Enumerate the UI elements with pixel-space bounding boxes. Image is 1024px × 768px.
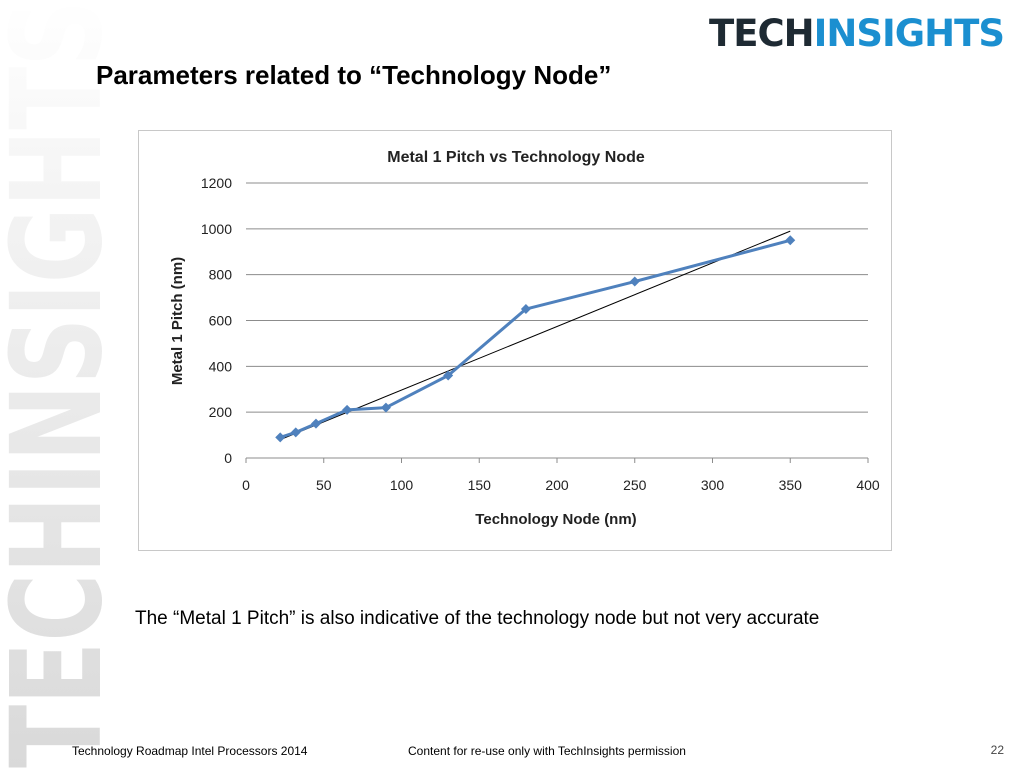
techinsights-watermark: TECHINSIGHTS [0,0,110,768]
x-tick-label: 150 [468,477,492,493]
x-tick-label: 300 [701,477,725,493]
data-point-marker [629,276,640,287]
x-tick-label: 50 [316,477,332,493]
data-point-marker [275,432,286,443]
logo-tech: TECH [708,12,815,55]
chart-title: Metal 1 Pitch vs Technology Node [387,149,645,166]
x-axis-ticks: 0 50 100 150 200 250 300 350 400 [242,458,880,493]
x-tick-label: 0 [242,477,250,493]
x-tick-label: 200 [545,477,569,493]
slide-caption: The “Metal 1 Pitch” is also indicative o… [135,608,820,629]
slide-title: Parameters related to “Technology Node” [96,60,612,90]
page-number: 22 [990,743,1004,757]
y-tick-label: 1000 [201,221,232,237]
footer-left-text: Technology Roadmap Intel Processors 2014 [72,744,308,758]
grid-lines [246,182,868,459]
y-tick-label: 1200 [201,175,232,191]
data-point-marker [520,304,531,315]
data-point-marker [785,235,796,246]
y-axis-ticks: 0 200 400 600 800 1000 1200 [201,175,232,466]
data-point-marker [310,418,321,429]
y-tick-label: 800 [209,267,233,283]
chart-frame: Metal 1 Pitch vs Technology Node 0 200 400… [138,130,892,551]
y-tick-label: 400 [209,358,233,374]
trendline [280,230,791,441]
techinsights-logo: TECHINSIGHTS [708,12,1005,55]
x-tick-label: 250 [623,477,647,493]
x-tick-label: 350 [779,477,803,493]
y-tick-label: 0 [224,450,232,466]
x-tick-label: 400 [856,477,880,493]
x-axis-label: Technology Node (nm) [475,511,636,528]
series-layer [275,235,796,443]
footer-center-text: Content for re-use only with TechInsight… [408,744,686,758]
y-axis-label: Metal 1 Pitch (nm) [169,257,186,385]
metal1-pitch-chart: Metal 1 Pitch vs Technology Node 0 200 400… [169,149,880,528]
y-tick-label: 600 [209,313,233,329]
watermark-text: TECHINSIGHTS [0,0,110,768]
x-tick-label: 100 [390,477,414,493]
data-point-marker [380,402,391,413]
y-tick-label: 200 [209,404,233,420]
series-line [279,238,791,439]
logo-insights: INSIGHTS [813,12,1005,55]
data-point-marker [443,370,454,381]
data-point-marker [290,427,301,438]
trendline-layer [280,230,791,441]
data-point-marker [342,404,353,415]
